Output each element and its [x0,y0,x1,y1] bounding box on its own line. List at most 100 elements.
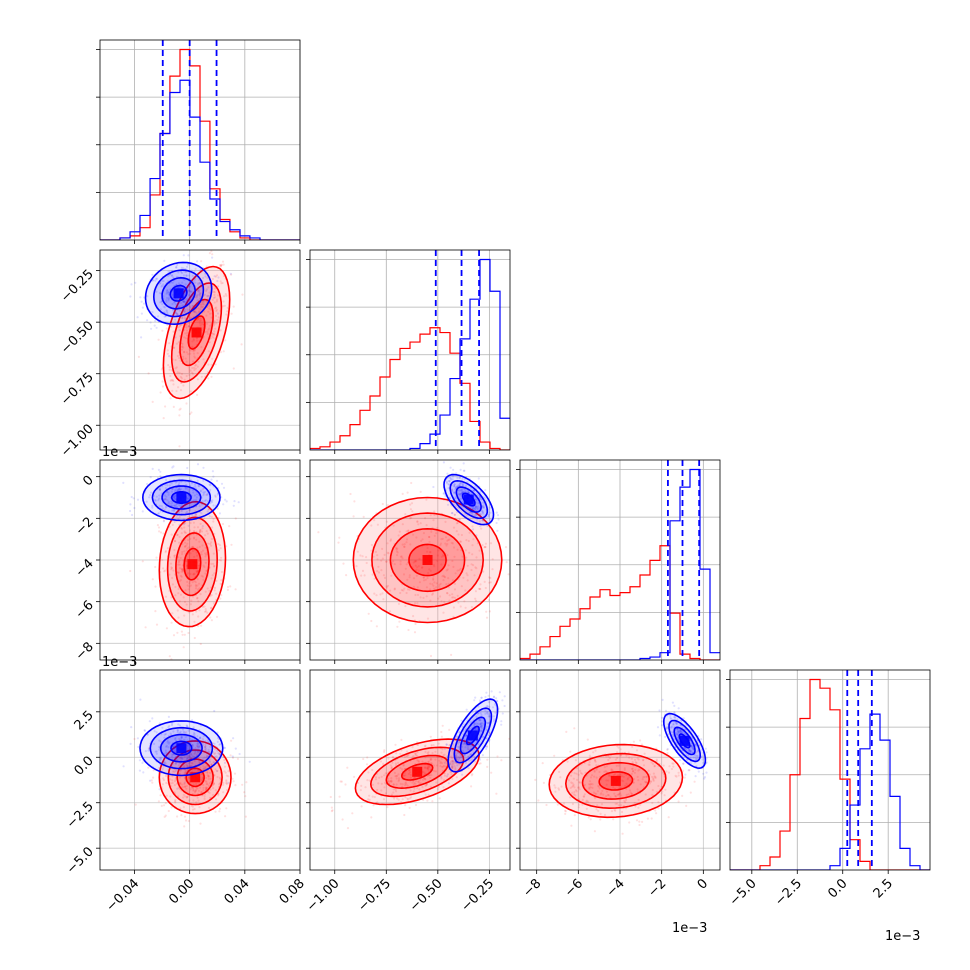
sample-point [186,580,189,584]
sample-point [461,749,464,752]
sample-point [392,560,395,563]
sample-point [223,295,226,298]
sample-point [142,771,145,774]
sample-point [149,494,152,497]
sample-point [646,817,650,820]
sample-point [458,731,461,734]
sample-point [486,705,489,708]
sample-point [448,599,451,602]
sample-point [487,694,490,697]
y-tick-label: −6 [73,598,97,622]
sample-point [205,787,208,790]
sample-point [594,759,597,762]
sample-point [373,795,376,799]
sample-point [196,352,199,355]
sample-point [479,583,482,586]
sample-point [381,592,384,595]
sample-point [455,522,458,525]
sample-point [194,750,197,753]
sample-point [432,764,435,767]
sample-point [196,584,199,587]
sample-point [621,832,624,835]
sample-point [171,722,174,725]
sample-point [176,298,179,301]
sample-point [607,794,610,797]
sample-point [171,781,174,785]
sample-point [461,773,464,776]
sample-point [381,502,384,506]
sample-point [482,735,485,739]
sample-point [199,308,202,311]
sample-point [623,768,626,772]
sample-point [496,529,499,532]
sample-point [452,596,455,599]
sample-point [635,761,638,765]
sample-point [624,784,627,788]
contour-line [161,276,197,310]
sample-point [165,781,168,785]
sample-point [451,760,454,763]
sample-point [376,788,379,792]
sample-point [435,582,438,585]
sample-point [396,625,399,628]
density-peak [679,735,690,746]
sample-point [155,556,158,559]
sample-point [446,503,450,506]
sample-point [407,798,410,801]
sample-point [191,762,194,765]
sample-point [202,494,205,497]
sample-point [189,764,192,767]
sample-point [481,510,484,513]
sample-point [404,782,407,785]
sample-point [446,592,449,595]
sample-point [593,775,596,778]
sample-point [694,758,698,761]
sample-point [370,524,373,527]
sample-point [688,748,691,752]
sample-point [173,770,176,773]
sample-point [172,730,175,733]
sample-point [430,743,433,747]
sample-point [183,771,186,774]
sample-point [194,747,197,750]
sample-point [702,761,705,765]
sample-point [176,571,179,574]
sample-point [194,267,197,270]
sample-point [429,654,433,658]
sample-point [365,561,368,565]
sample-point [210,594,213,597]
sample-point [188,776,191,779]
sample-point [170,379,173,382]
sample-point [190,411,193,414]
sample-point [705,771,708,774]
sample-point [603,813,607,817]
sample-point [184,662,186,664]
sample-point [451,488,454,491]
sample-point [170,568,173,571]
sample-point [205,782,208,786]
sample-point [459,540,463,543]
sample-point [203,565,206,569]
sample-point [189,349,192,352]
sample-point [469,511,472,514]
sample-point [174,778,177,781]
sample-point [696,750,700,753]
sample-point [471,773,474,776]
sample-point [631,745,634,749]
sample-point [410,516,413,520]
sample-point [439,595,442,598]
sample-point [211,357,214,360]
sample-point [195,610,198,613]
contour-line [166,516,219,612]
sample-point [390,793,393,796]
sample-point [478,520,481,523]
sample-point [396,547,399,550]
sample-point [206,754,209,757]
joint-panel-1-3 [99,459,301,664]
sample-point [393,563,396,566]
sample-point [495,511,498,514]
sample-point [681,726,684,729]
sample-point [178,567,182,570]
sample-point [167,500,170,504]
sample-point [390,780,393,783]
